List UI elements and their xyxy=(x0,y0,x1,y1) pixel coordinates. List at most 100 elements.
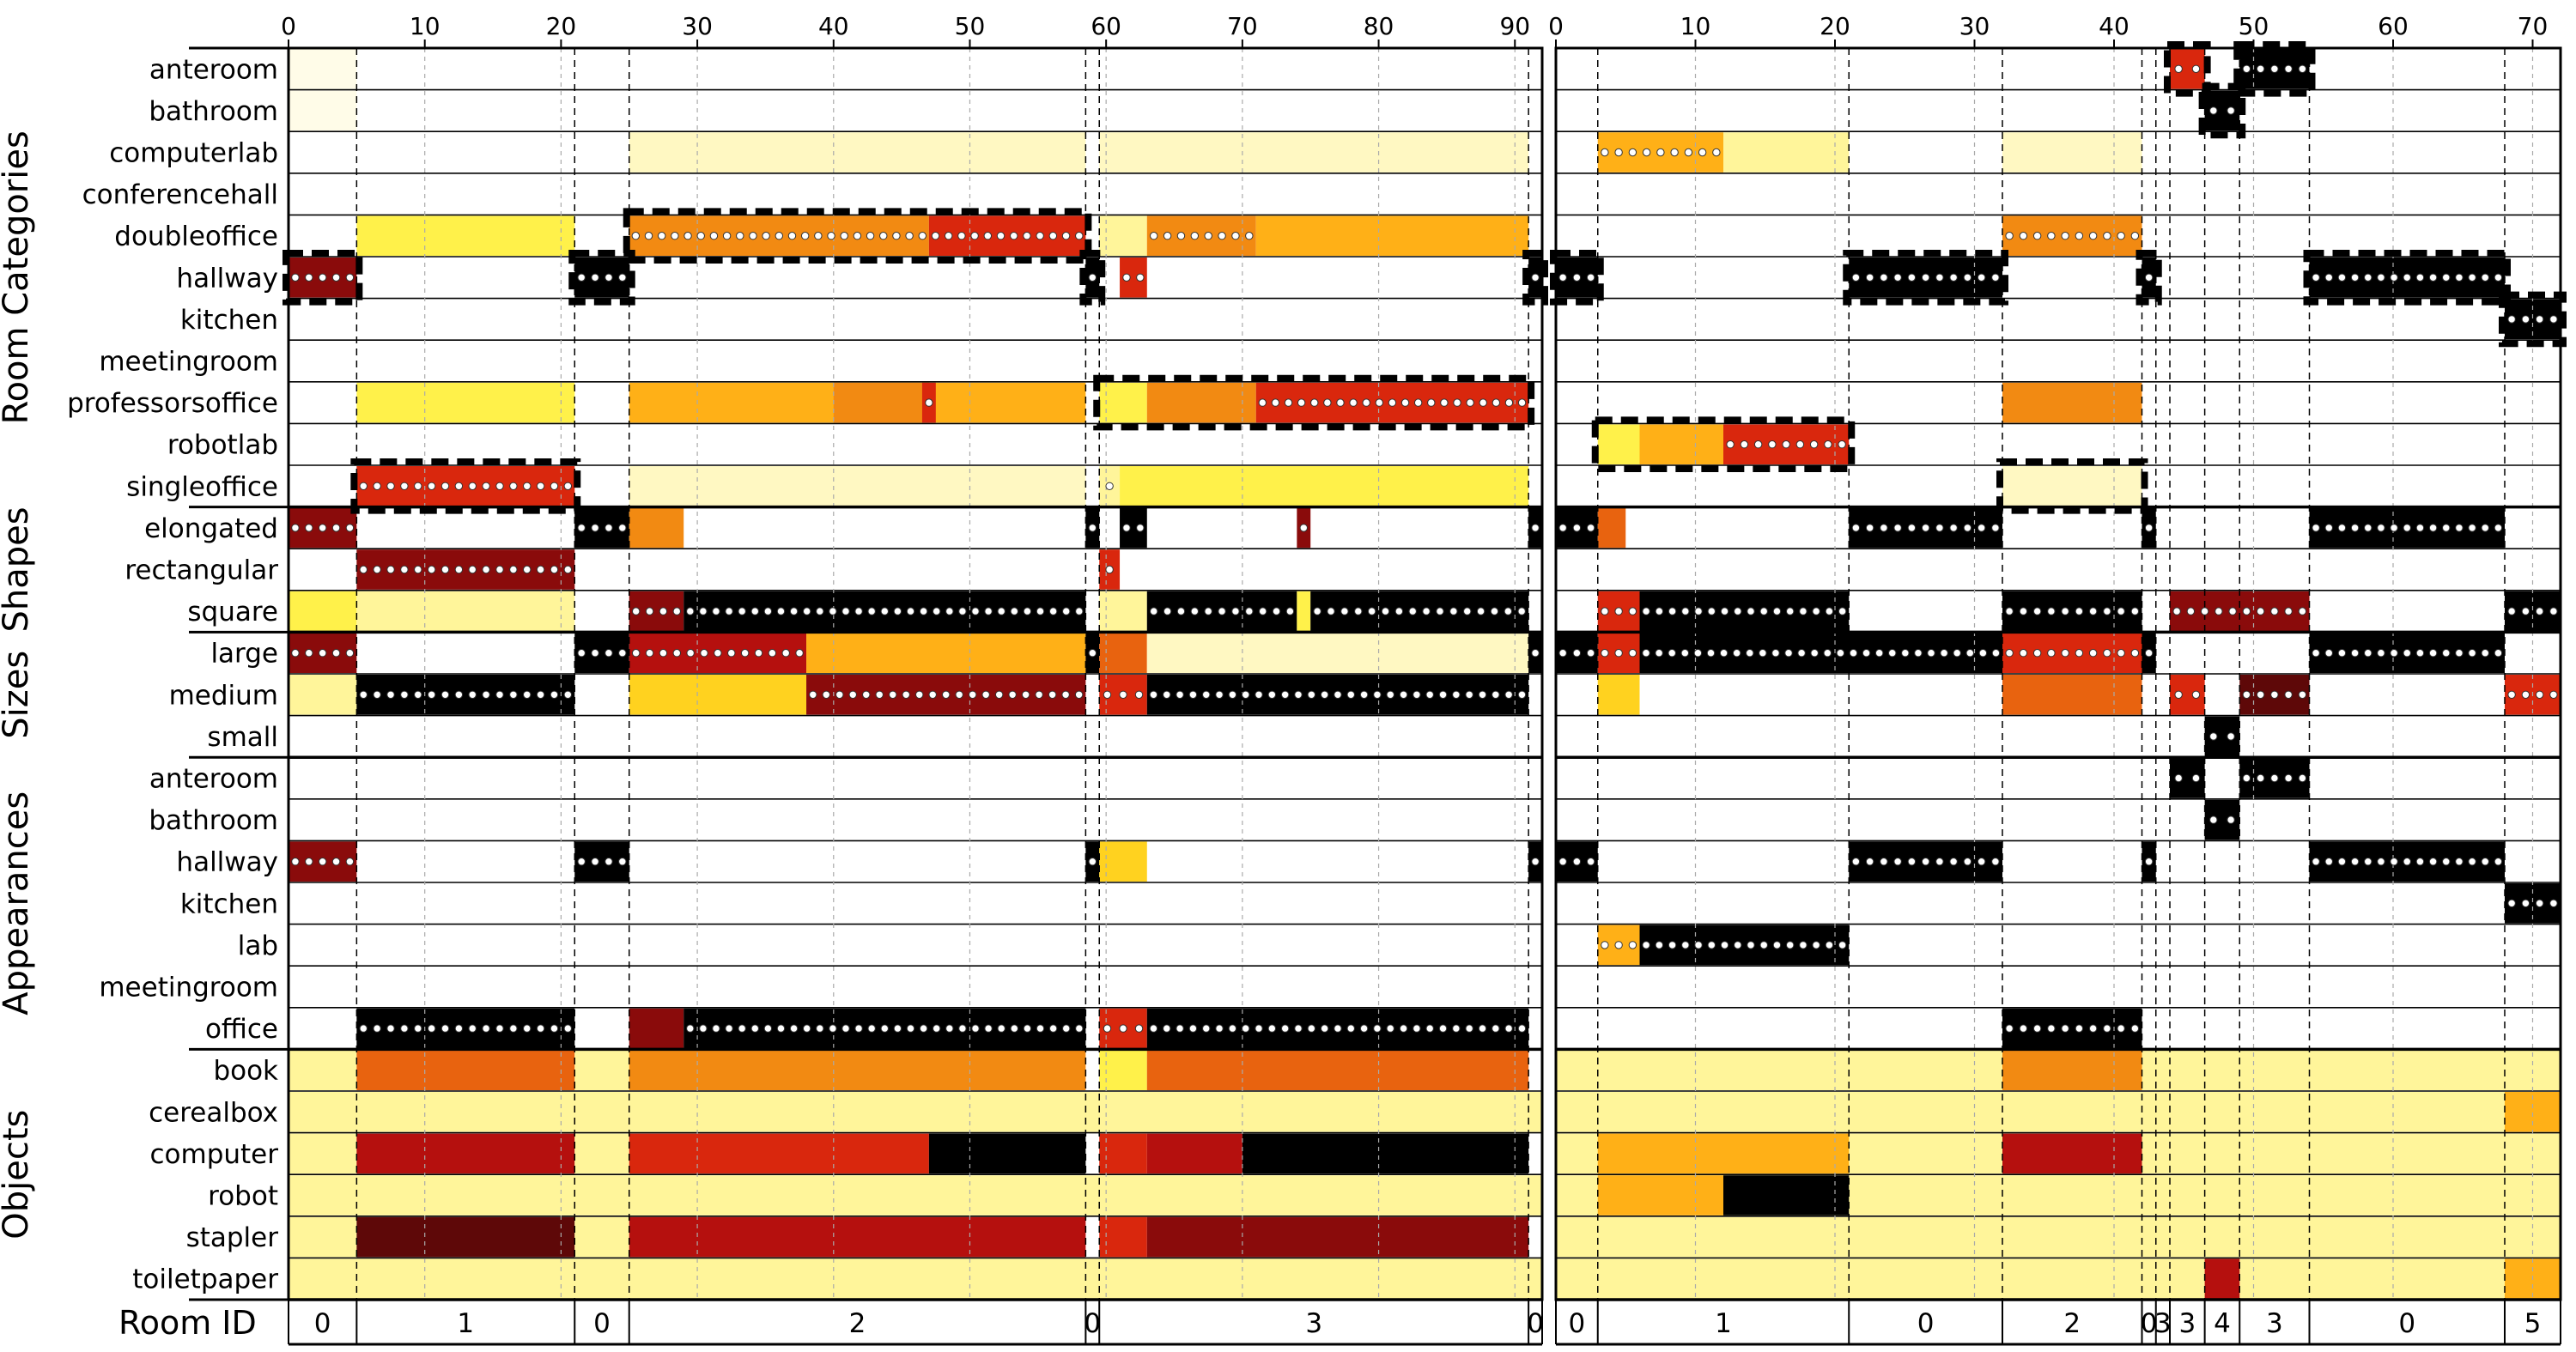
marker-dot xyxy=(880,607,889,615)
marker-dot xyxy=(1465,1024,1473,1033)
marker-dot xyxy=(2455,858,2464,866)
marker-dot xyxy=(1449,607,1458,615)
marker-dot xyxy=(1010,607,1019,615)
marker-dot xyxy=(659,649,668,658)
marker-dot xyxy=(1927,649,1935,658)
marker-dot xyxy=(2019,607,2028,615)
marker-dot xyxy=(1228,690,1237,699)
marker-dot xyxy=(644,232,653,240)
marker-dot xyxy=(787,232,797,240)
x-tick-label: 20 xyxy=(1820,12,1850,40)
marker-dot xyxy=(1991,649,2001,658)
marker-dot xyxy=(712,607,720,615)
marker-dot xyxy=(829,607,837,615)
marker-dot xyxy=(1907,524,1917,532)
heat-cell xyxy=(356,382,575,423)
marker-dot xyxy=(1136,524,1145,532)
marker-dot xyxy=(919,607,928,615)
marker-dot xyxy=(2442,858,2451,866)
marker-dot xyxy=(345,524,355,532)
marker-dot xyxy=(1267,1024,1277,1033)
marker-dot xyxy=(958,1024,967,1033)
marker-dot xyxy=(1949,273,1958,282)
marker-dot xyxy=(1991,273,2000,282)
marker-dot xyxy=(523,565,532,574)
marker-dot xyxy=(400,690,409,699)
marker-dot xyxy=(2130,607,2140,615)
row-label: bathroom xyxy=(149,96,278,127)
ground-truth-box xyxy=(350,458,581,514)
row-label: office xyxy=(205,1014,278,1045)
marker-dot xyxy=(1413,1024,1421,1033)
marker-dot xyxy=(1825,607,1834,615)
marker-dot xyxy=(2032,1024,2042,1033)
marker-dot xyxy=(1797,649,1806,658)
marker-dot xyxy=(970,232,979,240)
marker-dot xyxy=(1785,607,1795,615)
marker-dot xyxy=(2103,607,2111,615)
marker-dot xyxy=(1346,690,1355,699)
marker-dot xyxy=(971,1024,980,1033)
heat-cell xyxy=(806,633,1086,673)
marker-dot xyxy=(591,273,599,282)
heat-cell xyxy=(1146,382,1256,423)
marker-dot xyxy=(318,649,327,658)
marker-dot xyxy=(495,565,504,574)
marker-dot xyxy=(2403,649,2411,658)
marker-dot xyxy=(2337,524,2347,532)
marker-dot xyxy=(1706,649,1716,658)
marker-dot xyxy=(440,565,450,574)
marker-dot xyxy=(2270,64,2279,74)
x-tick-label: 20 xyxy=(546,12,577,40)
room-id-value: 3 xyxy=(2266,1308,2283,1339)
marker-dot xyxy=(1334,1024,1342,1033)
marker-dot xyxy=(1346,1024,1355,1033)
marker-dot xyxy=(996,232,1005,240)
marker-dot xyxy=(2415,858,2425,866)
marker-dot xyxy=(931,232,940,240)
ground-truth-box xyxy=(283,250,363,306)
marker-dot xyxy=(1010,232,1018,240)
marker-dot xyxy=(827,232,835,240)
row-label: anteroom xyxy=(149,764,278,795)
heat-cell xyxy=(1146,633,1529,673)
marker-dot xyxy=(1103,690,1112,699)
marker-dot xyxy=(427,482,436,490)
marker-dot xyxy=(841,607,850,615)
marker-dot xyxy=(657,232,666,240)
heat-cell xyxy=(356,591,575,632)
marker-dot xyxy=(2337,858,2347,866)
marker-dot xyxy=(880,1024,889,1033)
marker-dot xyxy=(2075,649,2084,658)
marker-dot xyxy=(699,1024,708,1033)
heat-cell xyxy=(928,215,1086,256)
marker-dot xyxy=(802,607,811,615)
ground-truth-box xyxy=(1522,250,1549,306)
x-tick-label: 10 xyxy=(1680,12,1711,40)
row-label: kitchen xyxy=(180,305,278,336)
marker-dot xyxy=(1436,607,1444,615)
marker-dot xyxy=(1294,1024,1303,1033)
marker-dot xyxy=(1373,690,1382,699)
heat-cell xyxy=(2002,1050,2142,1090)
marker-dot xyxy=(1088,858,1097,866)
marker-dot xyxy=(550,1024,559,1033)
marker-dot xyxy=(672,607,681,615)
marker-dot xyxy=(1799,607,1807,615)
marker-dot xyxy=(795,649,804,658)
marker-dot xyxy=(1893,273,1902,282)
marker-dot xyxy=(454,482,464,490)
marker-dot xyxy=(892,232,901,240)
heat-cell xyxy=(289,49,357,89)
ground-truth-box xyxy=(1079,250,1106,306)
marker-dot xyxy=(1163,690,1171,699)
marker-dot xyxy=(1888,649,1897,658)
row-label: robot xyxy=(208,1181,278,1212)
marker-dot xyxy=(1601,941,1609,949)
marker-dot xyxy=(1799,941,1807,949)
marker-dot xyxy=(983,232,993,240)
marker-dot xyxy=(1694,941,1703,949)
labels: 0 10 20 30 40 50 60 70 80 900 1 0 2 0 3 00 10 20 30 40 50 60 7… xyxy=(0,12,2548,1342)
marker-dot xyxy=(1572,649,1582,658)
marker-dot xyxy=(2256,773,2265,783)
